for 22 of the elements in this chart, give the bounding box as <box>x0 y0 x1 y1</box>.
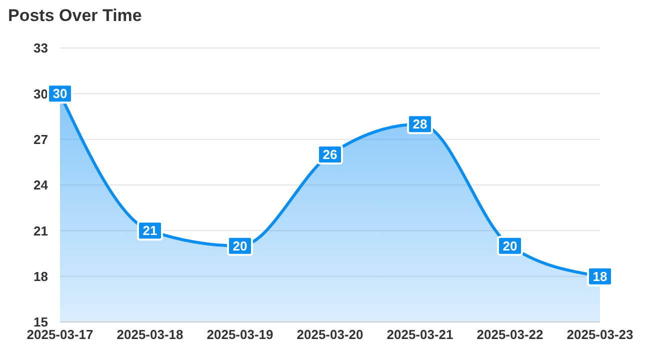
x-tick-label: 2025-03-21 <box>386 327 454 342</box>
x-tick-label: 2025-03-18 <box>116 327 184 342</box>
y-tick-label: 30 <box>34 86 48 102</box>
y-tick-label: 21 <box>34 223 48 238</box>
y-tick-label: 18 <box>34 268 48 284</box>
data-label: 30 <box>52 86 68 102</box>
y-tick-label: 27 <box>34 132 48 147</box>
data-label: 21 <box>142 223 158 238</box>
y-tick-label: 15 <box>34 314 48 330</box>
x-tick-label: 2025-03-20 <box>296 327 364 342</box>
y-tick-label: 24 <box>34 178 49 193</box>
data-label: 20 <box>502 238 518 254</box>
data-label: 20 <box>232 238 248 254</box>
data-label: 28 <box>412 116 428 132</box>
data-label: 18 <box>592 268 608 284</box>
y-tick-label: 33 <box>34 40 48 56</box>
x-tick-label: 2025-03-22 <box>476 327 544 342</box>
chart-title: Posts Over Time <box>8 6 143 27</box>
x-tick-label: 2025-03-23 <box>566 327 634 342</box>
data-label: 26 <box>322 147 338 162</box>
x-tick-label: 2025-03-19 <box>206 327 274 342</box>
x-tick-label: 2025-03-17 <box>26 327 94 342</box>
